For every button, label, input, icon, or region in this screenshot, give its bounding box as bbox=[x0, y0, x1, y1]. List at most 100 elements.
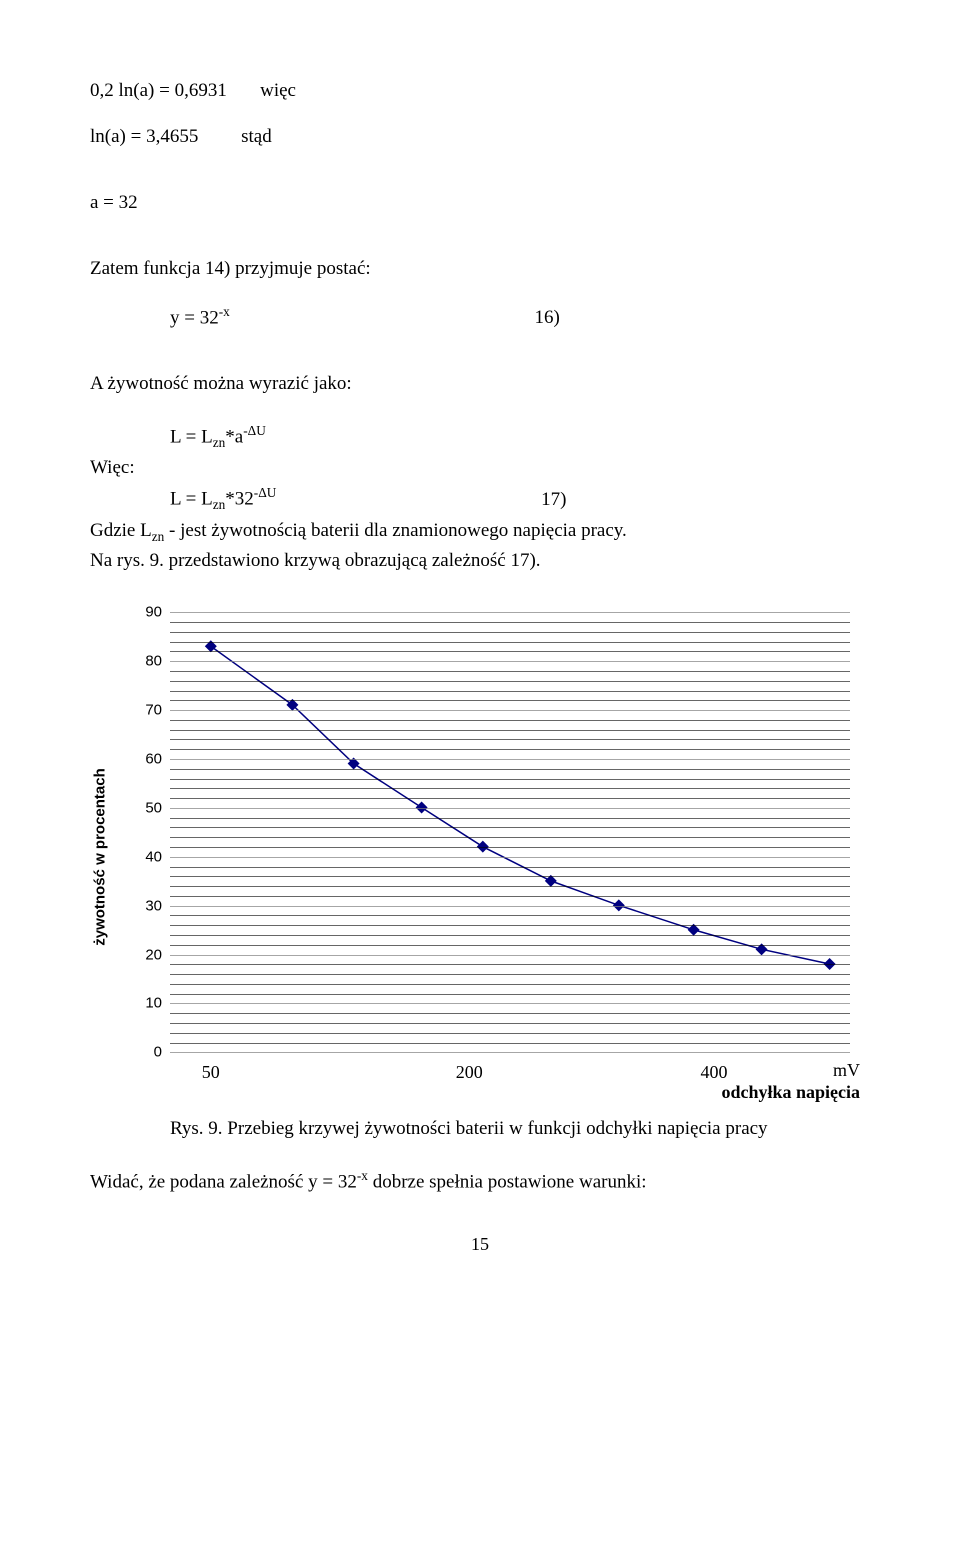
chart-gridline bbox=[170, 612, 850, 613]
eq-sub: zn bbox=[213, 435, 226, 450]
eq-text: 0,2 ln(a) = 0,6931 bbox=[90, 80, 227, 101]
chart-ytick-label: 80 bbox=[145, 653, 170, 670]
equation-L1: L = Lzn*a-ΔU bbox=[90, 423, 870, 451]
eq-number: 16) bbox=[535, 307, 560, 329]
eq-exp: -x bbox=[219, 304, 230, 319]
chart-ytick-label: 40 bbox=[145, 848, 170, 865]
eq-part: *32 bbox=[225, 489, 254, 510]
chart-ytick-label: 0 bbox=[154, 1044, 170, 1061]
chart-gridline bbox=[170, 681, 850, 682]
hence-word: stąd bbox=[241, 126, 272, 147]
chart-gridline bbox=[170, 827, 850, 828]
chart-gridline bbox=[170, 632, 850, 633]
so-word: więc bbox=[260, 80, 296, 101]
eq-number: 17) bbox=[541, 489, 566, 511]
chart-gridline bbox=[170, 661, 850, 662]
eq-part: L = L bbox=[170, 427, 213, 448]
chart-xtick-label: 200 bbox=[456, 1062, 483, 1083]
chart-gridline bbox=[170, 857, 850, 858]
chart-gridline bbox=[170, 867, 850, 868]
chart-gridline bbox=[170, 896, 850, 897]
eq-sub: zn bbox=[213, 498, 226, 513]
chart-gridline bbox=[170, 945, 850, 946]
paragraph-1: Zatem funkcja 14) przyjmuje postać: bbox=[90, 258, 870, 280]
chart-ytick-label: 50 bbox=[145, 799, 170, 816]
chart-xtick-label: 400 bbox=[701, 1062, 728, 1083]
chart-gridline bbox=[170, 1052, 850, 1053]
paragraph-2: A żywotność można wyrazić jako: bbox=[90, 373, 870, 395]
chart-gridline bbox=[170, 1033, 850, 1034]
chart-gridline bbox=[170, 788, 850, 789]
eq-part: L = L bbox=[170, 489, 213, 510]
eq-sup: -ΔU bbox=[254, 485, 277, 500]
chart-ylabel: żywotność w procentach bbox=[92, 769, 109, 947]
txt: - jest żywotnością baterii dla znamionow… bbox=[164, 520, 627, 541]
chart-gridline bbox=[170, 739, 850, 740]
txt: Widać, że podana zależność y = 32 bbox=[90, 1172, 357, 1193]
chart-gridline bbox=[170, 798, 850, 799]
page-number: 15 bbox=[90, 1234, 870, 1255]
chart-gridline bbox=[170, 915, 850, 916]
chart-gridline bbox=[170, 906, 850, 907]
chart-ytick-label: 20 bbox=[145, 946, 170, 963]
chart-ytick-label: 10 bbox=[145, 995, 170, 1012]
chart-line bbox=[211, 647, 830, 965]
rys-intro-line: Na rys. 9. przedstawiono krzywą obrazują… bbox=[90, 550, 870, 572]
chart-ytick-label: 30 bbox=[145, 897, 170, 914]
eq-base: y = 32 bbox=[170, 307, 219, 328]
chart-gridline bbox=[170, 974, 850, 975]
chart-gridline bbox=[170, 876, 850, 877]
exp: -x bbox=[357, 1168, 368, 1183]
chart-gridline bbox=[170, 847, 850, 848]
equation-17: L = Lzn*32-ΔU 17) bbox=[90, 485, 870, 513]
chart-gridline bbox=[170, 1003, 850, 1004]
equation-line-1: 0,2 ln(a) = 0,6931 więc bbox=[90, 80, 870, 102]
chart-gridline bbox=[170, 749, 850, 750]
chart-gridline bbox=[170, 818, 850, 819]
chart-gridline bbox=[170, 769, 850, 770]
chart-gridline bbox=[170, 935, 850, 936]
chart-curve-svg bbox=[170, 612, 850, 1052]
chart-xunit: mV bbox=[833, 1060, 860, 1081]
chart-ytick-label: 70 bbox=[145, 702, 170, 719]
eq-text: ln(a) = 3,4655 bbox=[90, 126, 198, 147]
eq-part: *a bbox=[225, 427, 243, 448]
para-text: Zatem funkcja 14) przyjmuje postać: bbox=[90, 258, 371, 279]
chart-gridline bbox=[170, 994, 850, 995]
chart-gridline bbox=[170, 808, 850, 809]
equation-16: y = 32-x 16) bbox=[90, 304, 870, 329]
chart-gridline bbox=[170, 837, 850, 838]
para-text: A żywotność można wyrazić jako: bbox=[90, 373, 352, 394]
chart-gridline bbox=[170, 1023, 850, 1024]
chart-gridline bbox=[170, 730, 850, 731]
sub: zn bbox=[152, 528, 165, 543]
chart-gridline bbox=[170, 710, 850, 711]
eq-sup: -ΔU bbox=[243, 423, 266, 438]
chart-gridline bbox=[170, 671, 850, 672]
chart-xtick-label: 50 bbox=[202, 1062, 220, 1083]
wiec-line: Więc: bbox=[90, 457, 870, 479]
chart-gridline bbox=[170, 886, 850, 887]
eq-text: a = 32 bbox=[90, 192, 138, 213]
chart-gridline bbox=[170, 1043, 850, 1044]
chart-ytick-label: 90 bbox=[145, 604, 170, 621]
footer-paragraph: Widać, że podana zależność y = 32-x dobr… bbox=[90, 1168, 870, 1193]
chart-plot-area: 0102030405060708090 bbox=[170, 612, 850, 1052]
chart-gridline bbox=[170, 779, 850, 780]
figure-caption: Rys. 9. Przebieg krzywej żywotności bate… bbox=[170, 1118, 870, 1140]
caption-text: Rys. 9. Przebieg krzywej żywotności bate… bbox=[170, 1118, 768, 1139]
chart-gridline bbox=[170, 984, 850, 985]
chart-gridline bbox=[170, 1013, 850, 1014]
chart-gridline bbox=[170, 925, 850, 926]
wiec-text: Więc: bbox=[90, 457, 135, 478]
chart-gridline bbox=[170, 642, 850, 643]
chart-gridline bbox=[170, 691, 850, 692]
chart-gridline bbox=[170, 955, 850, 956]
chart-ytick-label: 60 bbox=[145, 751, 170, 768]
chart-gridline bbox=[170, 759, 850, 760]
chart-gridline bbox=[170, 720, 850, 721]
chart-gridline bbox=[170, 700, 850, 701]
equation-line-3: a = 32 bbox=[90, 192, 870, 214]
chart-gridline bbox=[170, 964, 850, 965]
chart-xlabel: odchyłka napięcia bbox=[721, 1082, 860, 1103]
